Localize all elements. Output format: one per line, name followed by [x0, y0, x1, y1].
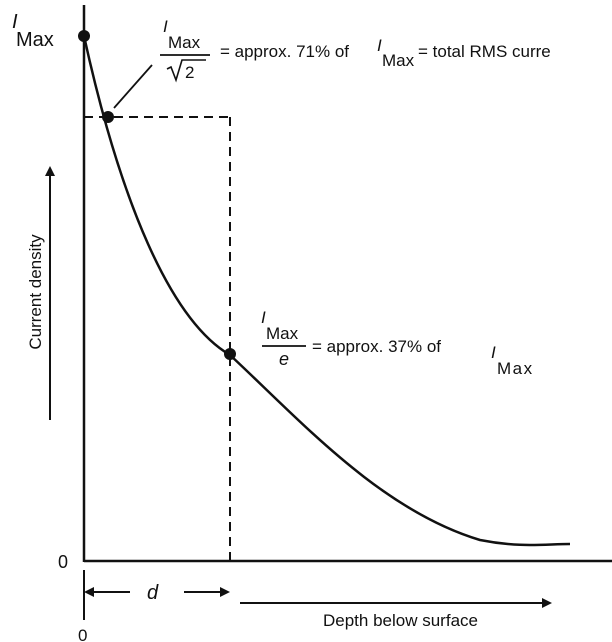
zero-y-label: 0: [58, 552, 68, 572]
rms-text-2: = total RMS curre: [418, 42, 551, 61]
rms-frac-den: 2: [185, 63, 194, 82]
x-axis-label: Depth below surface: [323, 611, 478, 630]
imax-point: [78, 30, 90, 42]
rms-text-1: = approx. 71% of: [220, 42, 349, 61]
rms-text-sub: Max: [382, 51, 415, 70]
imax-label-sub: Max: [16, 29, 54, 51]
e-text-sub: Max: [497, 359, 534, 378]
sqrt-sign: [166, 59, 206, 83]
d-label: d: [147, 582, 159, 604]
y-axis-label: Current density: [26, 234, 45, 350]
e-point: [224, 348, 236, 360]
imax-label-i: I: [12, 11, 18, 33]
e-text-i: I: [491, 343, 496, 362]
e-frac-den: e: [279, 349, 289, 369]
rms-frac-num-sub: Max: [168, 33, 201, 52]
e-frac-num-i: I: [261, 308, 266, 327]
e-text: = approx. 37% of: [312, 337, 441, 356]
rms-text-i: I: [377, 36, 382, 55]
rms-point: [102, 111, 114, 123]
decay-curve: [82, 35, 571, 547]
rms-leader-line: [113, 64, 153, 109]
zero-x-label: 0: [78, 626, 87, 642]
rms-frac-num-i: I: [163, 17, 168, 36]
e-frac-num-sub: Max: [266, 324, 299, 343]
